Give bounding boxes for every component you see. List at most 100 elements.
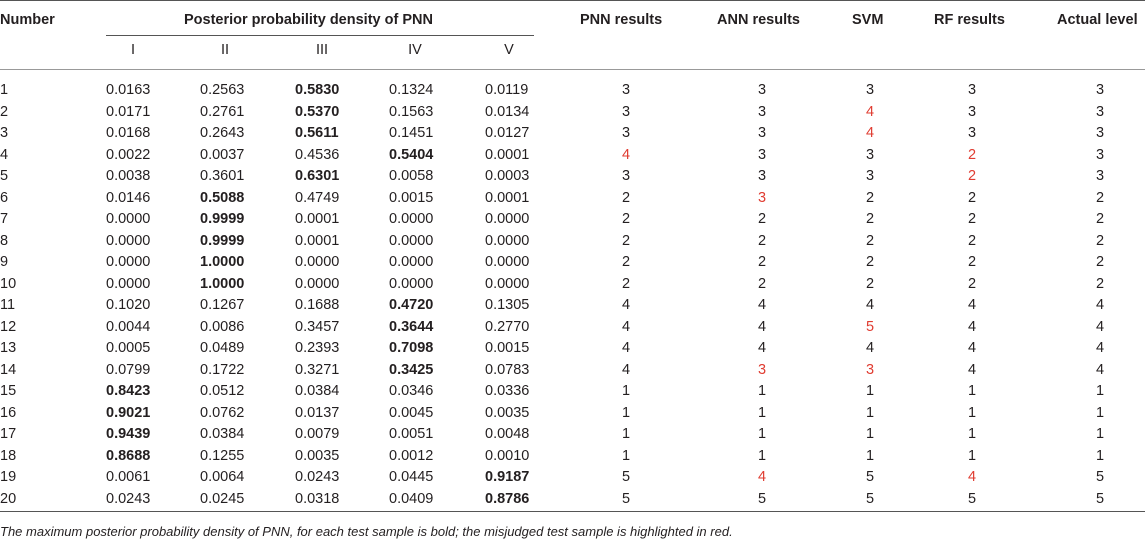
posterior-cell: 0.8786: [485, 490, 530, 507]
result-cell: 5: [967, 490, 977, 507]
posterior-cell: 0.0783: [485, 361, 530, 378]
row-number: 15: [0, 383, 17, 399]
result-cell: 2: [1095, 189, 1105, 206]
posterior-cell: 0.8688: [106, 447, 151, 464]
posterior-cell: 0.0001: [485, 146, 530, 163]
result-cell: 3: [621, 125, 631, 141]
result-cell: 1: [1095, 383, 1105, 399]
result-cell: 3: [1095, 125, 1105, 141]
result-cell: 3: [757, 125, 767, 141]
header-posterior-group: Posterior probability density of PNN: [184, 12, 433, 28]
posterior-cell: 0.0064: [200, 469, 245, 485]
result-cell: 3: [757, 168, 767, 184]
group-underline: [106, 35, 534, 36]
posterior-cell: 0.0000: [485, 211, 530, 227]
row-number: 9: [0, 254, 9, 270]
posterior-cell: 0.0134: [485, 103, 530, 120]
posterior-cell: 0.0001: [295, 232, 340, 249]
result-cell: 1: [621, 426, 631, 442]
result-cell: 2: [967, 189, 977, 206]
posterior-cell: 0.0171: [106, 103, 151, 120]
result-cell: 2: [757, 275, 767, 292]
posterior-cell: 0.4720: [389, 297, 434, 313]
result-cell: 5: [621, 490, 631, 507]
result-cell: 4: [865, 297, 875, 313]
posterior-cell: 0.4536: [295, 146, 340, 163]
row-number: 7: [0, 211, 9, 227]
result-cell: 3: [1095, 82, 1105, 98]
result-cell: 4: [757, 297, 767, 313]
posterior-cell: 0.0168: [106, 125, 151, 141]
posterior-cell: 0.0051: [389, 426, 434, 442]
result-cell: 4: [967, 297, 977, 313]
row-number: 11: [0, 297, 16, 313]
posterior-cell: 0.0058: [389, 168, 434, 184]
result-cell: 1: [621, 447, 631, 464]
posterior-cell: 0.9187: [485, 469, 530, 485]
posterior-cell: 0.9021: [106, 404, 151, 421]
posterior-cell: 0.0022: [106, 146, 151, 163]
result-cell: 2: [865, 189, 875, 206]
row-number: 10: [0, 275, 17, 292]
posterior-cell: 0.2770: [485, 318, 530, 335]
posterior-cell: 0.0163: [106, 82, 151, 98]
posterior-cell: 0.1563: [389, 103, 434, 120]
result-cell: 1: [967, 383, 977, 399]
posterior-cell: 0.0000: [106, 211, 151, 227]
result-cell: 3: [865, 146, 875, 163]
posterior-cell: 0.0015: [389, 189, 434, 206]
result-cell: 4: [865, 103, 875, 120]
result-cell: 1: [757, 426, 767, 442]
posterior-cell: 0.0336: [485, 383, 530, 399]
result-cell: 3: [865, 361, 875, 378]
posterior-cell: 0.5370: [295, 103, 340, 120]
result-cell: 4: [967, 469, 977, 485]
result-cell: 4: [757, 469, 767, 485]
result-cell: 3: [865, 82, 875, 98]
result-cell: 3: [967, 103, 977, 120]
result-cell: 3: [757, 361, 767, 378]
posterior-cell: 0.0000: [295, 275, 340, 292]
posterior-cell: 0.0146: [106, 189, 151, 206]
posterior-cell: 0.0489: [200, 340, 245, 356]
result-cell: 1: [757, 447, 767, 464]
posterior-cell: 0.2761: [200, 103, 245, 120]
result-cell: 3: [1095, 146, 1105, 163]
result-cell: 5: [1095, 469, 1105, 485]
result-cell: 3: [757, 82, 767, 98]
posterior-cell: 0.0762: [200, 404, 245, 421]
row-number: 12: [0, 318, 17, 335]
result-cell: 1: [621, 383, 631, 399]
result-cell: 1: [865, 383, 875, 399]
header-svm: SVM: [852, 12, 884, 28]
result-cell: 1: [1095, 426, 1105, 442]
result-cell: 3: [865, 168, 875, 184]
table-footnote: The maximum posterior probability densit…: [0, 524, 733, 539]
posterior-cell: 0.9999: [200, 211, 245, 227]
result-cell: 2: [865, 275, 875, 292]
posterior-cell: 0.0000: [389, 232, 434, 249]
result-cell: 4: [621, 146, 631, 163]
posterior-cell: 0.0384: [200, 426, 245, 442]
posterior-cell: 0.0000: [485, 232, 530, 249]
posterior-cell: 0.5088: [200, 189, 245, 206]
row-number: 14: [0, 361, 17, 378]
result-cell: 2: [865, 232, 875, 249]
row-number: 18: [0, 447, 17, 464]
result-cell: 4: [865, 340, 875, 356]
row-number: 6: [0, 189, 9, 206]
posterior-cell: 0.6301: [295, 168, 340, 184]
posterior-cell: 0.0119: [485, 82, 529, 98]
posterior-cell: 0.3457: [295, 318, 340, 335]
posterior-cell: 0.3644: [389, 318, 434, 335]
result-cell: 1: [967, 426, 977, 442]
result-cell: 2: [1095, 275, 1105, 292]
posterior-cell: 0.5404: [389, 146, 434, 163]
result-cell: 2: [967, 232, 977, 249]
result-cell: 2: [1095, 254, 1105, 270]
posterior-cell: 0.0409: [389, 490, 434, 507]
row-number: 1: [0, 82, 9, 98]
posterior-cell: 0.0799: [106, 361, 151, 378]
posterior-cell: 0.0384: [295, 383, 340, 399]
